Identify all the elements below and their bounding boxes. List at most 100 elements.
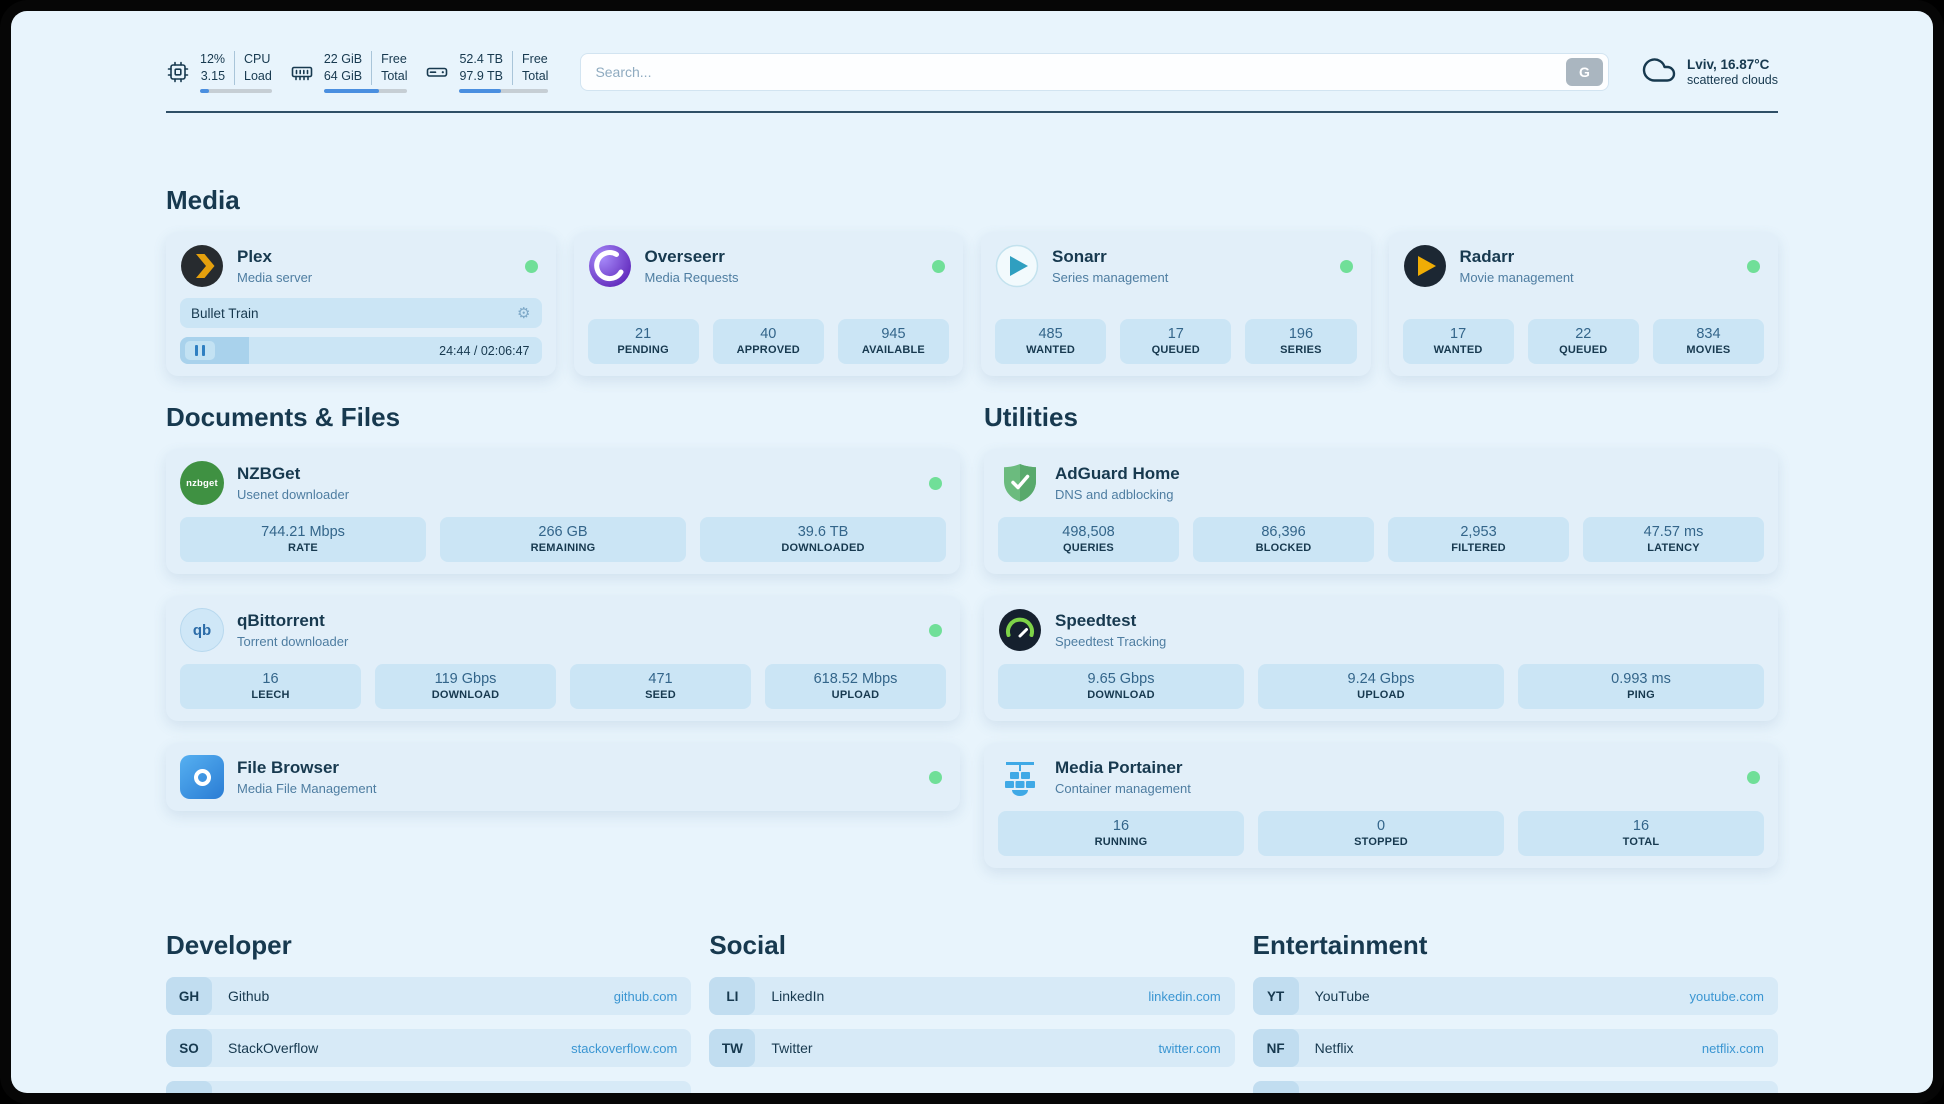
weather-location: Lviv, 16.87°C (1686, 57, 1770, 72)
stat-value: 266 GB (538, 524, 588, 540)
stat-value: 17 (1450, 326, 1467, 342)
stat-value: 744.21 Mbps (261, 524, 345, 540)
stat-tiles: 17 WANTED 22 QUEUED 834 MOVIES (1402, 307, 1765, 364)
section-title-documents: Documents & Files (166, 402, 401, 432)
stat-value: 9.65 Gbps (1087, 671, 1155, 687)
bookmark-url: reddit.com (1703, 1093, 1764, 1094)
stat-tiles: 16 LEECH 119 Gbps DOWNLOAD 471 SEED 618.… (180, 652, 946, 709)
bookmark-dev[interactable]: DT DEV dev.to (166, 1081, 692, 1093)
disk-stats: 52.4 TB 97.9 TB Free Total (459, 51, 549, 93)
entertainment-column: Entertainment YT YouTube youtube.com NF … (1252, 930, 1778, 1094)
section-title-developer: Developer (166, 930, 292, 960)
topbar-divider (166, 111, 1778, 113)
stat-value: 2,953 (1460, 524, 1497, 540)
stat-value: 86,396 (1261, 524, 1306, 540)
bookmark-youtube[interactable]: YT YouTube youtube.com (1252, 977, 1778, 1015)
stat-value: 471 (648, 671, 673, 687)
app-meta: AdGuard Home DNS and adblocking (1055, 464, 1180, 501)
app-subtitle: Container management (1055, 780, 1191, 796)
app-name: Overseerr (644, 247, 725, 267)
stat-label: DOWNLOAD (431, 689, 500, 701)
portainer-card[interactable]: Media Portainer Container management 16 … (984, 743, 1778, 868)
bookmark-abbr: SO (166, 1029, 212, 1067)
bookmark-linkedin[interactable]: LI LinkedIn linkedin.com (709, 977, 1235, 1015)
weather-text: Lviv, 16.87°C scattered clouds (1687, 57, 1778, 87)
cpu-load-label: Load (244, 69, 272, 83)
status-dot (524, 259, 538, 273)
stat-value: 0.993 ms (1611, 671, 1671, 687)
bookmark-url: stackoverflow.com (571, 1040, 678, 1056)
app-header: Overseerr Media Requests (588, 244, 950, 288)
stat-tile: 17 QUEUED (1120, 319, 1232, 364)
stat-value: 39.6 TB (797, 524, 849, 540)
bookmark-abbr: GH (166, 977, 212, 1015)
nzbget-icon: nzbget (180, 461, 224, 505)
app-header: Sonarr Series management (995, 244, 1357, 288)
bookmark-twitter[interactable]: TW Twitter twitter.com (709, 1029, 1235, 1067)
stat-label: BLOCKED (1255, 542, 1312, 554)
playback-progress-bar[interactable]: 24:44 / 02:06:47 (180, 337, 542, 364)
speedtest-card[interactable]: Speedtest Speedtest Tracking 9.65 Gbps D… (984, 596, 1778, 721)
cpu-load-value: 3.15 (200, 69, 226, 83)
stat-tile: 47.57 ms LATENCY (1583, 517, 1764, 562)
qbittorrent-card[interactable]: qb qBittorrent Torrent downloader 16 LEE… (166, 596, 960, 721)
app-subtitle: Movie management (1459, 269, 1574, 285)
overseerr-card[interactable]: Overseerr Media Requests 21 PENDING 40 A… (573, 232, 963, 376)
pause-icon[interactable] (185, 341, 215, 360)
section-title-social: Social (709, 930, 786, 960)
status-dot (1339, 259, 1353, 273)
weather-widget: Lviv, 16.87°C scattered clouds (1641, 52, 1778, 93)
app-subtitle: Series management (1052, 269, 1169, 285)
plex-card[interactable]: Plex Media server Bullet Train ⚙ 24:44 /… (166, 232, 556, 376)
app-name: File Browser (237, 758, 340, 778)
app-subtitle: DNS and adblocking (1055, 486, 1174, 502)
adguard-card[interactable]: AdGuard Home DNS and adblocking 498,508 … (984, 449, 1778, 574)
nzbget-card[interactable]: nzbget NZBGet Usenet downloader 744.21 M… (166, 449, 960, 574)
sonarr-card[interactable]: Sonarr Series management 485 WANTED 17 Q… (981, 232, 1371, 376)
hard-drive-icon (425, 60, 449, 84)
status-dot (932, 259, 945, 273)
file-browser-card[interactable]: File Browser Media File Management (166, 743, 960, 811)
bookmark-github[interactable]: GH Github github.com (166, 977, 692, 1015)
radarr-card[interactable]: Radarr Movie management 17 WANTED 22 QUE… (1388, 232, 1778, 376)
file-browser-icon (180, 755, 224, 799)
stat-value: 834 (1696, 326, 1721, 342)
stat-value: 17 (1167, 326, 1184, 342)
app-meta: File Browser Media File Management (237, 758, 376, 795)
gear-icon[interactable]: ⚙ (517, 303, 531, 322)
stat-tile: 471 SEED (570, 664, 751, 709)
stat-tile: 39.6 TB DOWNLOADED (700, 517, 946, 562)
qbittorrent-icon: qb (180, 608, 224, 652)
stat-tiles: 744.21 Mbps RATE 266 GB REMAINING 39.6 T… (180, 505, 946, 562)
bookmark-name: LinkedIn (771, 988, 825, 1004)
stat-value: 196 (1288, 326, 1314, 342)
disk-usage-bar (459, 88, 549, 93)
search-engine-button[interactable]: G (1565, 58, 1603, 86)
app-subtitle: Media Requests (644, 269, 739, 285)
app-header: qb qBittorrent Torrent downloader (180, 608, 946, 652)
app-meta: Overseerr Media Requests (645, 247, 739, 284)
stat-tiles: 16 RUNNING 0 STOPPED 16 TOTAL (998, 799, 1764, 856)
stat-tiles: 498,508 QUERIES 86,396 BLOCKED 2,953 FIL… (998, 505, 1764, 562)
bookmark-stackoverflow[interactable]: SO StackOverflow stackoverflow.com (166, 1029, 692, 1067)
stat-value: 945 (881, 326, 906, 342)
cpu-stats: 12% 3.15 CPU Load (200, 51, 272, 93)
playback-time: 24:44 / 02:06:47 (439, 343, 530, 358)
developer-column: Developer GH Github github.com SO StackO… (166, 930, 692, 1093)
sonarr-icon (995, 244, 1039, 288)
now-playing-title: Bullet Train (191, 305, 259, 321)
memory-widget: 22 GiB 64 GiB Free Total (290, 51, 408, 93)
stat-divider (234, 51, 236, 85)
bookmark-reddit[interactable]: RE Reddit reddit.com (1252, 1081, 1778, 1094)
memory-stats: 22 GiB 64 GiB Free Total (323, 51, 408, 93)
stat-tile: 0 STOPPED (1258, 811, 1504, 856)
stat-tile: 485 WANTED (995, 319, 1107, 364)
stat-label: RUNNING (1094, 836, 1148, 848)
stat-value: 16 (1112, 818, 1130, 834)
speedtest-gauge-icon (998, 608, 1042, 652)
stat-tile: 266 GB REMAINING (440, 517, 686, 562)
search-input[interactable] (581, 54, 1566, 90)
bookmark-netflix[interactable]: NF Netflix netflix.com (1252, 1029, 1778, 1067)
bookmark-url: twitter.com (1158, 1040, 1221, 1056)
